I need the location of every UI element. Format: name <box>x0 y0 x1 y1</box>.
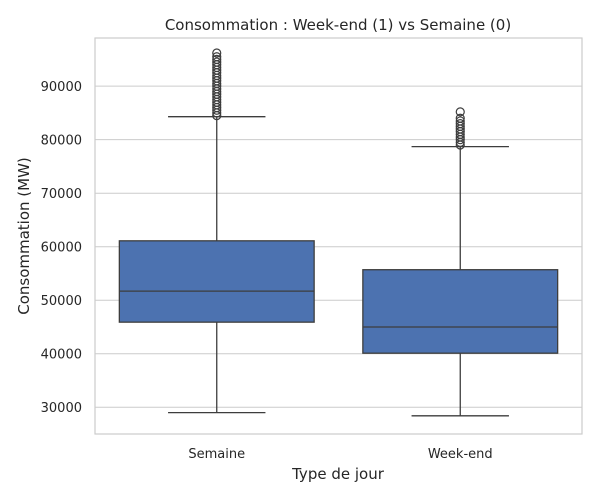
outlier-point <box>212 54 222 65</box>
x-axis-label: Type de jour <box>291 465 385 483</box>
y-tick-label: 40000 <box>41 348 82 363</box>
y-tick-labels: 30000 40000 50000 60000 70000 80000 90000 <box>41 80 82 416</box>
y-tick-label: 50000 <box>41 294 82 309</box>
y-axis-label: Consommation (MW) <box>15 157 33 315</box>
x-tick-label: Semaine <box>188 447 245 462</box>
y-tick-label: 80000 <box>41 134 82 149</box>
y-tick-label: 90000 <box>41 80 82 95</box>
chart-title: Consommation : Week-end (1) vs Semaine (… <box>165 16 511 34</box>
box-semaine <box>118 48 315 414</box>
outlier-point <box>455 119 465 129</box>
outlier-point <box>212 52 222 62</box>
y-tick-label: 60000 <box>41 241 82 256</box>
box-week-end <box>362 107 559 417</box>
iqr-box <box>362 269 559 354</box>
outlier-point <box>455 113 465 123</box>
x-tick-labels: Semaine Week-end <box>188 447 492 462</box>
outlier-point <box>212 57 222 67</box>
outlier-point <box>455 107 465 117</box>
iqr-box <box>118 240 315 323</box>
y-tick-label: 30000 <box>41 401 82 416</box>
x-tick-label: Week-end <box>428 447 493 462</box>
plot-frame <box>94 37 583 435</box>
outlier-point <box>212 48 222 58</box>
outlier-point <box>455 116 465 126</box>
box-series <box>118 48 559 417</box>
y-tick-label: 70000 <box>41 187 82 202</box>
